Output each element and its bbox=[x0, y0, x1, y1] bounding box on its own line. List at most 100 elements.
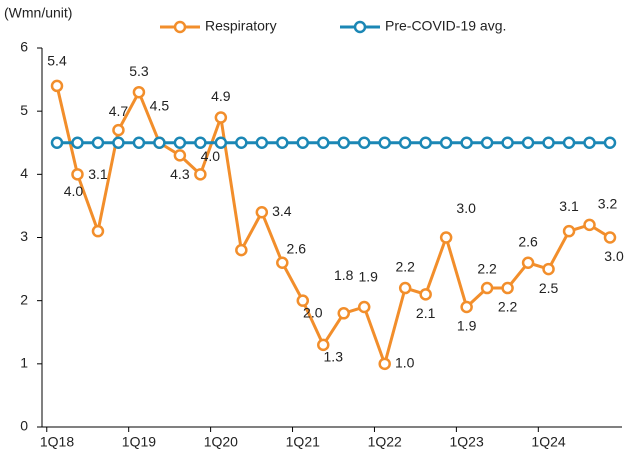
marker bbox=[317, 136, 330, 149]
y-tick-label: 1 bbox=[20, 355, 28, 371]
data-label: 5.4 bbox=[47, 53, 67, 69]
marker bbox=[521, 256, 535, 270]
x-tick-label: 1Q19 bbox=[122, 434, 156, 450]
marker bbox=[276, 136, 289, 149]
marker bbox=[71, 168, 84, 181]
marker bbox=[419, 136, 432, 149]
marker bbox=[562, 136, 576, 149]
marker bbox=[91, 224, 105, 238]
marker bbox=[480, 136, 494, 149]
marker bbox=[501, 136, 514, 149]
data-label: 1.9 bbox=[457, 318, 477, 334]
marker bbox=[214, 111, 228, 124]
marker bbox=[460, 136, 473, 149]
data-label: 3.1 bbox=[88, 166, 108, 182]
series-line bbox=[55, 85, 611, 369]
marker bbox=[91, 136, 105, 149]
x-tick-label: 1Q24 bbox=[531, 434, 565, 450]
data-label: 4.3 bbox=[170, 166, 190, 182]
marker bbox=[194, 136, 207, 149]
marker bbox=[296, 136, 310, 149]
marker bbox=[460, 300, 473, 314]
marker bbox=[255, 136, 269, 149]
data-label: 4.0 bbox=[64, 183, 84, 199]
data-label: 2.1 bbox=[416, 305, 436, 321]
data-label: 2.2 bbox=[477, 261, 497, 277]
data-label: 3.1 bbox=[559, 198, 579, 214]
legend-marker bbox=[353, 20, 367, 34]
y-tick-label: 3 bbox=[20, 228, 28, 244]
data-label: 2.2 bbox=[395, 259, 415, 275]
data-label: 1.9 bbox=[358, 269, 378, 285]
marker bbox=[112, 123, 125, 137]
data-label: 2.6 bbox=[287, 240, 307, 256]
data-label: 2.2 bbox=[498, 299, 518, 315]
marker bbox=[480, 281, 494, 295]
legend-label: Pre-COVID-19 avg. bbox=[385, 18, 506, 34]
marker bbox=[276, 256, 289, 270]
marker bbox=[357, 300, 371, 314]
y-tick-label: 6 bbox=[20, 39, 28, 55]
marker bbox=[153, 136, 166, 149]
marker bbox=[173, 149, 187, 162]
marker bbox=[562, 224, 576, 238]
legend-marker bbox=[173, 20, 187, 34]
marker bbox=[214, 136, 228, 149]
marker bbox=[501, 281, 514, 295]
marker bbox=[439, 231, 453, 244]
marker bbox=[378, 136, 391, 149]
marker bbox=[398, 281, 412, 295]
legend-label: Respiratory bbox=[205, 18, 277, 34]
marker bbox=[50, 79, 64, 93]
marker bbox=[439, 136, 453, 149]
marker bbox=[235, 136, 248, 149]
marker bbox=[112, 136, 125, 149]
data-label: 3.0 bbox=[604, 248, 624, 264]
data-label: 5.3 bbox=[129, 63, 149, 79]
y-axis-title: (Wmn/unit) bbox=[4, 5, 72, 21]
data-label: 1.8 bbox=[334, 267, 354, 283]
marker bbox=[173, 136, 187, 149]
x-tick-label: 1Q20 bbox=[204, 434, 238, 450]
marker bbox=[50, 136, 64, 149]
marker bbox=[378, 357, 391, 371]
data-label: 4.9 bbox=[211, 88, 231, 104]
data-label: 3.4 bbox=[272, 203, 292, 219]
data-label: 3.2 bbox=[598, 196, 618, 212]
marker bbox=[542, 136, 555, 149]
data-label: 1.0 bbox=[395, 355, 415, 371]
data-label: 4.7 bbox=[109, 103, 129, 119]
data-label: 4.5 bbox=[150, 97, 170, 113]
y-tick-label: 5 bbox=[20, 102, 28, 118]
data-label: 2.0 bbox=[303, 304, 323, 320]
marker bbox=[583, 136, 596, 149]
y-tick-label: 2 bbox=[20, 291, 28, 307]
marker bbox=[521, 136, 535, 149]
marker bbox=[132, 136, 146, 149]
marker bbox=[317, 338, 330, 352]
marker bbox=[357, 136, 371, 149]
marker bbox=[71, 136, 84, 149]
data-label: 4.0 bbox=[201, 148, 221, 164]
marker bbox=[419, 288, 432, 301]
data-label: 1.3 bbox=[324, 349, 344, 365]
x-tick-label: 1Q23 bbox=[450, 434, 484, 450]
x-tick-label: 1Q18 bbox=[40, 434, 74, 450]
marker bbox=[398, 136, 412, 149]
marker bbox=[337, 307, 350, 320]
marker bbox=[603, 136, 617, 149]
marker bbox=[603, 231, 617, 244]
y-tick-label: 0 bbox=[20, 418, 28, 434]
data-label: 2.5 bbox=[539, 280, 559, 296]
marker bbox=[235, 243, 248, 257]
marker bbox=[296, 294, 310, 307]
x-tick-label: 1Q21 bbox=[286, 434, 320, 450]
y-tick-label: 4 bbox=[20, 165, 28, 181]
marker bbox=[255, 205, 269, 219]
marker bbox=[542, 262, 555, 276]
data-label: 2.6 bbox=[518, 233, 538, 249]
marker bbox=[583, 218, 596, 232]
marker bbox=[132, 85, 146, 99]
marker bbox=[337, 136, 350, 149]
